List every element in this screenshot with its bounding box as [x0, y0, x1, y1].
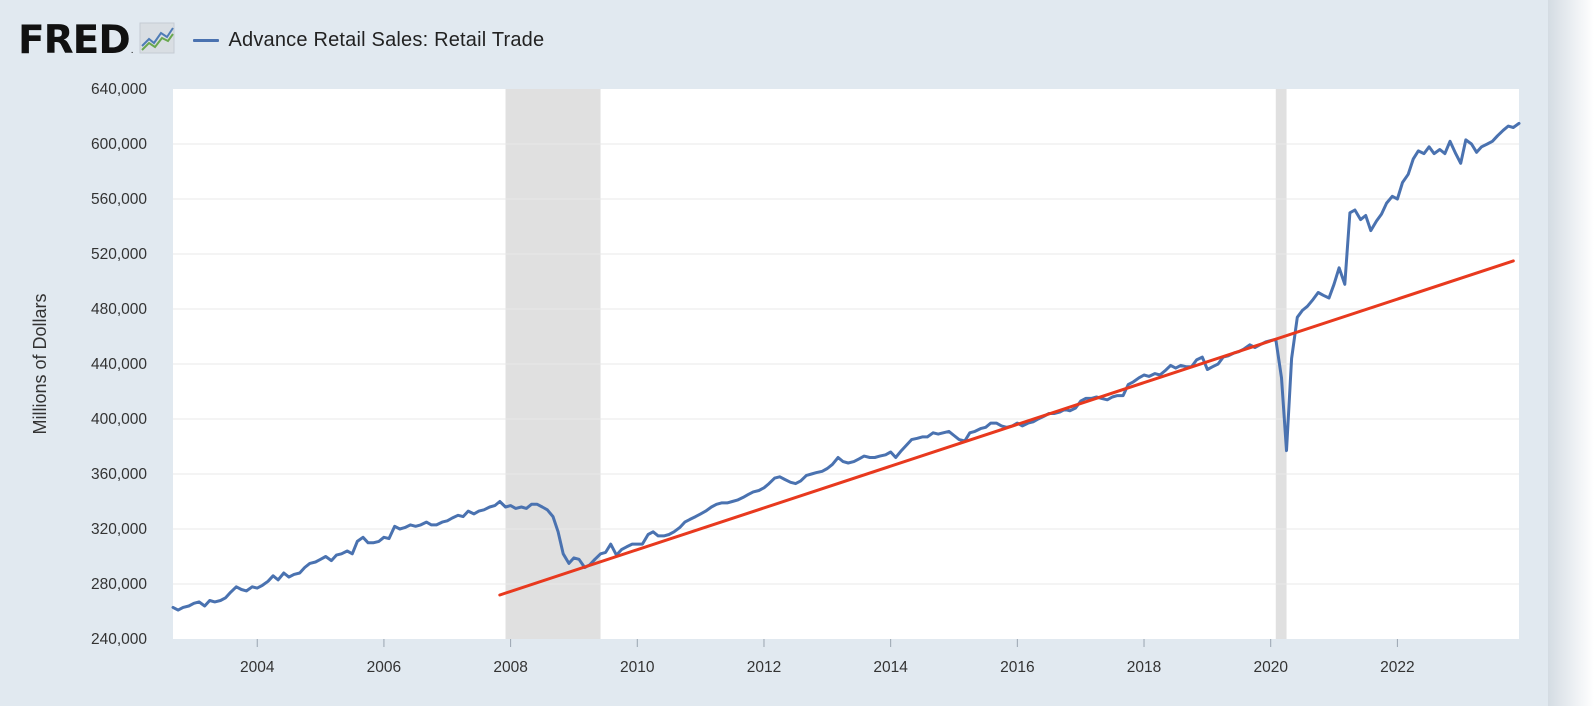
y-axis-title: Millions of Dollars: [30, 293, 50, 434]
chart-header: FRED . Advance Retail Sales: Retail Trad…: [18, 18, 544, 62]
x-tick-label: 2012: [747, 659, 781, 676]
x-tick-label: 2020: [1253, 659, 1288, 676]
y-tick-label: 560,000: [91, 191, 147, 208]
x-tick-label: 2016: [1000, 659, 1034, 676]
y-axis-ticks: 240,000 280,000 320,000 360,000 400,000 440,0…: [91, 81, 147, 648]
gridlines: [173, 143, 1519, 585]
y-tick-label: 360,000: [91, 466, 147, 483]
window-edge: [1548, 0, 1594, 706]
y-tick-label: 320,000: [91, 521, 147, 538]
fred-logo-mark: .: [130, 45, 134, 56]
x-tick-label: 2004: [240, 659, 275, 676]
fred-graph-icon: [139, 22, 175, 59]
y-tick-label: 400,000: [91, 411, 147, 428]
y-tick-label: 520,000: [91, 246, 147, 263]
x-tick-label: 2018: [1127, 659, 1161, 676]
x-tick-label: 2008: [493, 659, 527, 676]
x-tick-label: 2022: [1380, 659, 1414, 676]
series-line-retail-sales: [171, 121, 1521, 612]
x-tick-label: 2010: [620, 659, 655, 676]
y-tick-label: 480,000: [91, 301, 147, 318]
series-lines: [171, 121, 1521, 612]
legend-swatch: [193, 38, 220, 42]
y-tick-label: 280,000: [91, 576, 147, 593]
x-tick-label: 2006: [367, 659, 401, 676]
chart-svg: 240,000 280,000 320,000 360,000 400,000 440,0…: [30, 81, 1521, 676]
x-tick-label: 2014: [873, 659, 908, 676]
fred-logo[interactable]: FRED: [18, 17, 131, 63]
chart-legend[interactable]: Advance Retail Sales: Retail Trade: [193, 29, 544, 52]
y-tick-label: 440,000: [91, 356, 147, 373]
y-tick-label: 240,000: [91, 631, 147, 648]
y-tick-label: 600,000: [91, 136, 147, 153]
y-tick-label: 640,000: [91, 81, 147, 98]
x-axis-ticks: 2004 2006 2008 2010 2012 2014 2016 2018 2020 2022: [240, 639, 1415, 676]
legend-label: Advance Retail Sales: Retail Trade: [228, 28, 545, 51]
trend-line: [498, 259, 1515, 597]
